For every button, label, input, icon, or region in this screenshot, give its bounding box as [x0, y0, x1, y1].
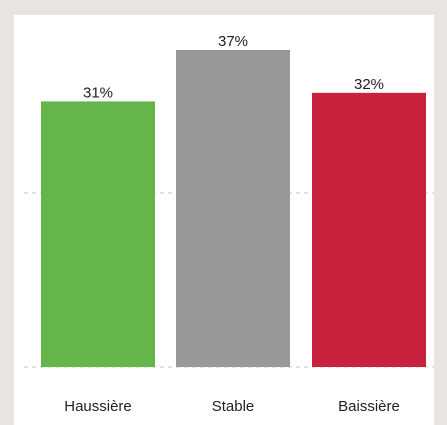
chart-card: 31% 37% 32% Haussière Stable Baissière: [14, 15, 434, 425]
bars-group: [41, 50, 426, 368]
value-labels-group: 31% 37% 32%: [83, 33, 384, 101]
category-labels-group: Haussière Stable Baissière: [64, 398, 400, 415]
value-label-stable: 37%: [218, 33, 248, 50]
category-label-baissiere: Baissière: [338, 398, 400, 415]
category-label-haussiere: Haussière: [64, 398, 132, 415]
bar-baissiere: [312, 92, 426, 368]
category-label-stable: Stable: [212, 398, 255, 415]
bar-chart: 31% 37% 32% Haussière Stable Baissière: [24, 33, 434, 415]
value-label-baissiere: 32%: [354, 76, 384, 93]
value-label-haussiere: 31%: [83, 84, 113, 101]
bar-stable: [176, 50, 290, 367]
bar-haussiere: [41, 101, 155, 368]
